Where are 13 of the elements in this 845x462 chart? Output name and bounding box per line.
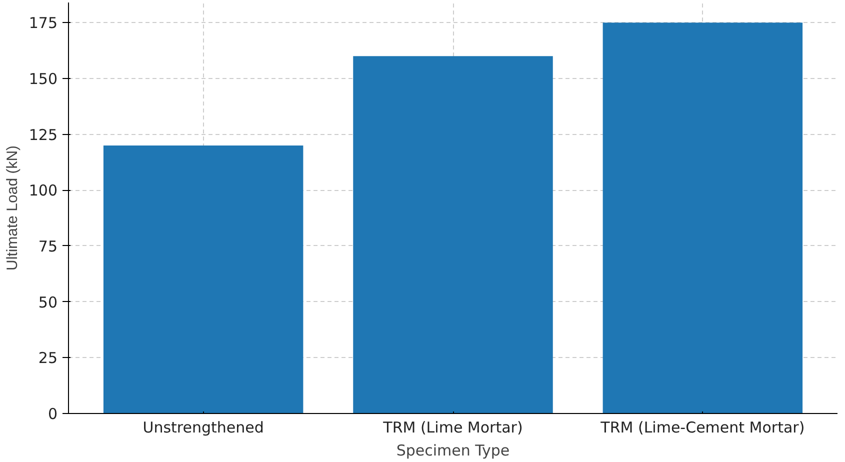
- y-tick-label: 175: [28, 14, 58, 32]
- y-tick-label: 100: [28, 182, 58, 200]
- x-tick-label: TRM (Lime-Cement Mortar): [600, 418, 805, 436]
- y-tick-label: 125: [28, 126, 58, 144]
- y-tick-label: 150: [28, 70, 58, 88]
- y-tick-label: 75: [38, 237, 58, 256]
- y-tick-label: 50: [38, 293, 58, 312]
- y-axis-title: Ultimate Load (kN): [4, 145, 21, 271]
- y-tick-label: 0: [48, 405, 58, 423]
- y-tick-label: 25: [38, 349, 58, 368]
- x-tick-label: Unstrengthened: [142, 418, 264, 436]
- x-axis-title: Specimen Type: [396, 442, 510, 460]
- x-tick-label: TRM (Lime Mortar): [382, 418, 523, 436]
